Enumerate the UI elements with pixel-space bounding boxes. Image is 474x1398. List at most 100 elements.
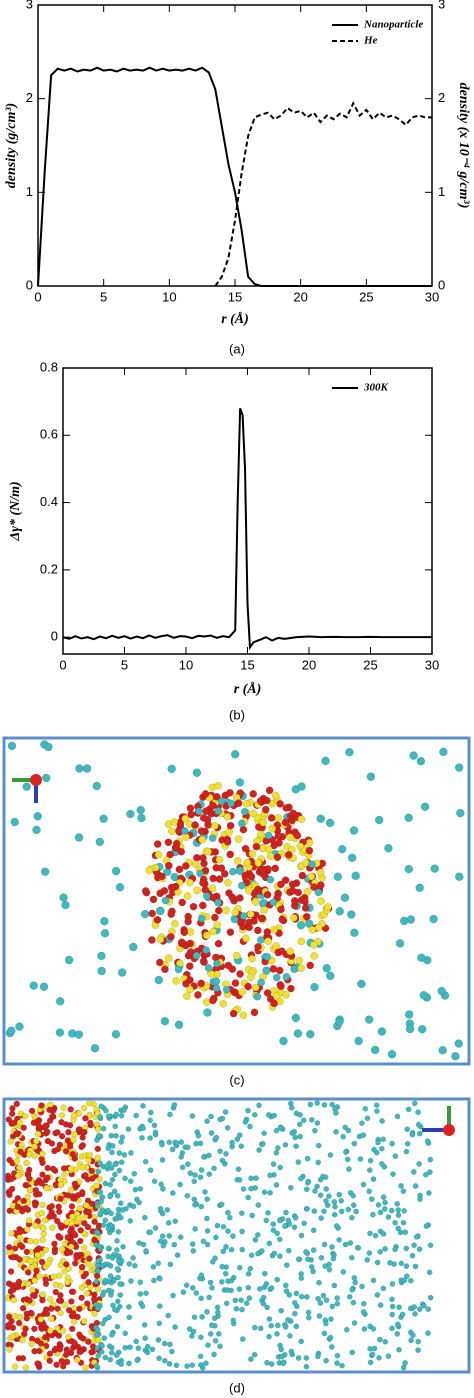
atom bbox=[79, 1164, 86, 1171]
atom bbox=[165, 1219, 172, 1226]
atom bbox=[29, 1292, 37, 1299]
atom bbox=[239, 912, 248, 920]
atom bbox=[187, 1170, 194, 1176]
axis-triad bbox=[422, 1106, 455, 1136]
atom bbox=[192, 768, 202, 777]
atom bbox=[334, 1352, 341, 1359]
atom bbox=[16, 1234, 23, 1241]
x-tick-label: 0 bbox=[59, 657, 66, 672]
atom bbox=[223, 1244, 229, 1250]
atom bbox=[229, 867, 237, 876]
atom bbox=[343, 1326, 350, 1333]
atom bbox=[215, 855, 224, 864]
atom bbox=[340, 1133, 347, 1140]
atom bbox=[317, 897, 325, 905]
atom bbox=[377, 1209, 384, 1216]
atom bbox=[333, 1110, 339, 1116]
atom bbox=[307, 872, 316, 881]
atom bbox=[7, 1138, 14, 1145]
atom bbox=[25, 1217, 33, 1224]
atom bbox=[326, 1266, 333, 1273]
atom bbox=[214, 1222, 221, 1229]
atom bbox=[310, 883, 318, 891]
atom bbox=[272, 992, 281, 1000]
atom bbox=[235, 867, 244, 875]
atom bbox=[277, 880, 285, 889]
atom bbox=[105, 1245, 112, 1252]
atom bbox=[78, 1263, 86, 1271]
atom bbox=[5, 1313, 13, 1321]
atom bbox=[38, 1102, 45, 1109]
atom bbox=[236, 1286, 243, 1292]
atom bbox=[182, 979, 190, 988]
atom bbox=[388, 1207, 395, 1214]
atom bbox=[266, 1316, 273, 1322]
atom bbox=[265, 786, 274, 795]
atom bbox=[253, 1175, 259, 1181]
atom bbox=[14, 1203, 22, 1211]
atom bbox=[283, 1288, 290, 1294]
atom bbox=[387, 1050, 397, 1059]
atom bbox=[332, 1203, 338, 1210]
atom bbox=[215, 1330, 222, 1337]
atom bbox=[304, 1205, 310, 1212]
atom bbox=[270, 1161, 277, 1167]
atom bbox=[189, 1241, 196, 1247]
atom bbox=[161, 1340, 168, 1347]
atom bbox=[382, 1338, 389, 1345]
atom bbox=[135, 1345, 142, 1352]
atom bbox=[169, 1146, 176, 1153]
atom bbox=[197, 914, 206, 923]
atom bbox=[296, 1121, 303, 1128]
atom bbox=[385, 1214, 392, 1220]
atom bbox=[38, 1258, 46, 1266]
atom bbox=[199, 814, 208, 822]
atom bbox=[64, 1348, 71, 1355]
atom bbox=[314, 1120, 321, 1126]
atom bbox=[249, 1212, 256, 1219]
atom bbox=[115, 883, 125, 892]
atom bbox=[152, 1225, 159, 1231]
atom bbox=[254, 823, 263, 831]
atom bbox=[298, 1293, 305, 1300]
atom bbox=[222, 906, 231, 915]
atom bbox=[189, 1285, 196, 1291]
atom bbox=[129, 942, 138, 952]
atom bbox=[38, 1325, 46, 1333]
atom bbox=[278, 1353, 285, 1360]
atom bbox=[401, 1208, 408, 1214]
atom bbox=[42, 1122, 50, 1129]
atom bbox=[335, 907, 344, 916]
atom bbox=[361, 1326, 368, 1332]
atom bbox=[426, 1190, 432, 1196]
atom bbox=[38, 1209, 46, 1217]
atom bbox=[405, 1024, 415, 1034]
atom bbox=[41, 1333, 49, 1341]
y-tick-label: 0.8 bbox=[40, 359, 58, 374]
atom bbox=[382, 1246, 388, 1252]
atom bbox=[84, 1223, 92, 1231]
atom bbox=[94, 1203, 101, 1209]
atom bbox=[221, 791, 230, 800]
atom bbox=[157, 1275, 163, 1282]
atom bbox=[102, 1217, 109, 1224]
atom bbox=[177, 938, 186, 947]
atom bbox=[300, 1117, 307, 1124]
x-tick-label: 15 bbox=[240, 657, 254, 672]
atom bbox=[314, 923, 323, 932]
atom bbox=[153, 915, 162, 924]
atom bbox=[172, 1324, 178, 1330]
atom bbox=[14, 1172, 22, 1180]
atom bbox=[357, 1156, 364, 1162]
atom bbox=[236, 1177, 243, 1183]
atom bbox=[271, 791, 280, 800]
atom bbox=[172, 1218, 179, 1225]
atom bbox=[214, 906, 223, 915]
atom bbox=[240, 807, 249, 816]
atom bbox=[288, 1348, 295, 1355]
atom bbox=[107, 1193, 113, 1200]
atom bbox=[244, 982, 252, 991]
atom bbox=[295, 1355, 302, 1361]
atom bbox=[343, 1149, 349, 1155]
atom bbox=[211, 1315, 218, 1322]
